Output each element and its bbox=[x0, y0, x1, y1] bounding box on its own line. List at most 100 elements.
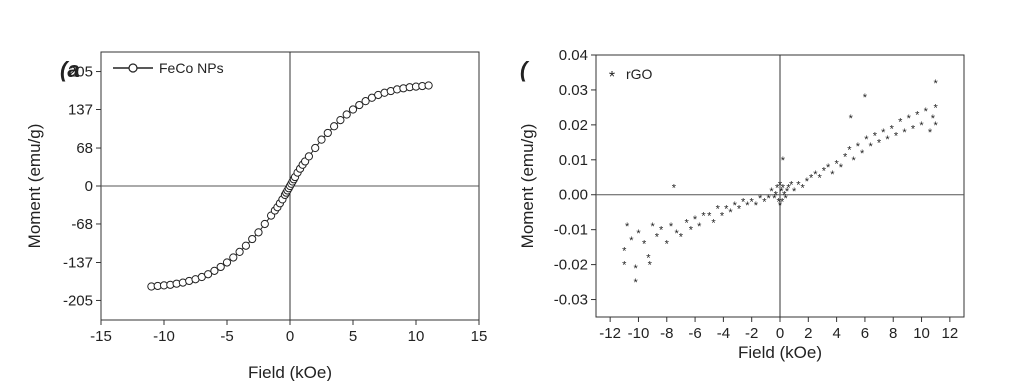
panel-b-data-point: * bbox=[934, 120, 939, 132]
panel-a-x-tick-label: -15 bbox=[90, 328, 112, 345]
panel-b-x-tick-label: -4 bbox=[717, 325, 730, 342]
panel-b-x-tick-label: -8 bbox=[660, 325, 673, 342]
panel-a-y-tick-label: 137 bbox=[68, 102, 93, 119]
panel-b-data-point: * bbox=[774, 190, 779, 202]
panel-a-data-point bbox=[330, 122, 339, 131]
panel-b-data-point: * bbox=[669, 221, 674, 233]
panel-b-data-point: * bbox=[622, 246, 627, 258]
panel-b-x-tick-label: -6 bbox=[688, 325, 701, 342]
panel-a-y-tick-label: 205 bbox=[68, 64, 93, 81]
panel-b-y-tick-label: -0.03 bbox=[554, 292, 588, 309]
panel-b-data-point: * bbox=[672, 183, 677, 195]
panel-b-y-ticks: -0.03 -0.02 -0.01 0.00 0.01 0.02 0.03 0.04 bbox=[554, 47, 596, 309]
panel-b-data-point: * bbox=[860, 148, 865, 160]
panel-a-data-point bbox=[229, 253, 238, 262]
panel-b-data-point: * bbox=[830, 169, 835, 181]
panel-b-data-point: * bbox=[813, 169, 818, 181]
panel-b-legend: * rGO bbox=[609, 66, 653, 86]
panel-a-data-point bbox=[222, 258, 232, 267]
panel-b-data-point: * bbox=[843, 151, 848, 163]
panel-b-x-tick-label: 10 bbox=[913, 325, 930, 342]
panel-b-data-point: * bbox=[817, 172, 822, 184]
panel-b-data-point: * bbox=[625, 221, 630, 233]
panel-b-data-point: * bbox=[655, 232, 660, 244]
panel-b-x-tick-label: -10 bbox=[628, 325, 650, 342]
panel-b-data-point: * bbox=[890, 123, 895, 135]
panel-b-data-point: * bbox=[786, 183, 791, 195]
panel-a-data-point bbox=[304, 152, 313, 161]
panel-b-data-point: * bbox=[851, 155, 856, 167]
panel-a-data-point bbox=[248, 234, 257, 244]
panel-a-data-point bbox=[241, 241, 250, 250]
panel-b-data-point: * bbox=[792, 186, 797, 198]
panel-b-data-point: * bbox=[877, 137, 882, 149]
panel-b-data-point: * bbox=[636, 228, 641, 240]
panel-b-data-point: * bbox=[856, 141, 861, 153]
panel-b-x-axis-title: Field (kOe) bbox=[738, 343, 822, 362]
panel-b-data-point: * bbox=[772, 193, 777, 205]
panel-b-data-point: * bbox=[711, 218, 716, 230]
panel-b-data-point: * bbox=[934, 78, 939, 90]
panel-b-data-point: * bbox=[863, 92, 868, 104]
panel-b-y-tick-label: 0.04 bbox=[559, 47, 588, 64]
panel-a-x-axis-title: Field (kOe) bbox=[248, 363, 332, 381]
panel-a-data-point bbox=[210, 266, 219, 275]
panel-a-data-point bbox=[311, 143, 320, 153]
panel-b-data-point: * bbox=[707, 211, 712, 223]
panel-b-data-point: * bbox=[633, 263, 638, 275]
panel-a-y-ticks: -205 -137 -68 0 68 137 205 bbox=[63, 64, 101, 309]
panel-a-x-tick-label: 10 bbox=[408, 328, 425, 345]
panel-b-x-tick-label: 2 bbox=[804, 325, 812, 342]
panel-b-x-tick-label: 0 bbox=[776, 325, 784, 342]
panel-b-data-point: * bbox=[642, 239, 647, 251]
panel-b-data-point: * bbox=[919, 120, 924, 132]
panel-b-y-tick-label: 0.03 bbox=[559, 82, 588, 99]
panel-a-y-axis-title: Moment (emu/g) bbox=[25, 124, 44, 249]
panel-b-data-point: * bbox=[741, 197, 746, 209]
panel-a-data-point bbox=[204, 270, 213, 279]
panel-a-x-tick-label: 15 bbox=[471, 328, 488, 345]
panel-b-data-point: * bbox=[767, 193, 772, 205]
panel-b-data-point: * bbox=[724, 204, 729, 216]
panel-b-label: ( bbox=[520, 57, 530, 82]
panel-b-x-tick-label: 8 bbox=[889, 325, 897, 342]
panel-a-data-point bbox=[342, 110, 351, 119]
panel-a-data-point bbox=[235, 247, 244, 256]
panel-b-data-point: * bbox=[784, 193, 789, 205]
panel-a-series-fec-nps bbox=[147, 81, 433, 291]
panel-b-data-point: * bbox=[826, 162, 831, 174]
panel-b-data-point: * bbox=[898, 116, 903, 128]
panel-a-fec-nps: (a -15 -10 -5 0 5 10 15 -205 -137 -68 0 68 137 205 F… bbox=[25, 51, 488, 381]
panel-b-data-point: * bbox=[781, 155, 786, 167]
panel-b-data-point: * bbox=[822, 165, 827, 177]
panel-b-x-ticks: -12 -10 -8 -6 -4 -2 0 2 4 6 8 10 12 bbox=[599, 317, 958, 342]
panel-b-data-point: * bbox=[902, 127, 907, 139]
panel-b-y-tick-label: 0.00 bbox=[559, 187, 588, 204]
panel-b-data-point: * bbox=[885, 134, 890, 146]
panel-b-data-point: * bbox=[934, 102, 939, 114]
panel-a-y-tick-label: -205 bbox=[63, 292, 93, 309]
panel-a-data-point bbox=[216, 262, 225, 272]
panel-b-data-point: * bbox=[849, 113, 854, 125]
panel-a-data-point bbox=[424, 81, 433, 90]
panel-b-data-point: * bbox=[675, 228, 680, 240]
panel-b-data-point: * bbox=[754, 200, 759, 212]
panel-b-data-point: * bbox=[780, 197, 785, 209]
panel-b-data-point: * bbox=[839, 162, 844, 174]
panel-b-data-point: * bbox=[693, 214, 698, 226]
panel-b-data-point: * bbox=[778, 179, 783, 191]
panel-b-data-point: * bbox=[750, 197, 755, 209]
panel-b-data-point: * bbox=[650, 221, 655, 233]
panel-a-data-point bbox=[254, 228, 263, 237]
panel-b-data-point: * bbox=[775, 183, 780, 195]
panel-a-data-point bbox=[323, 128, 332, 138]
panel-b-data-point: * bbox=[646, 253, 651, 265]
panel-b-data-point: * bbox=[931, 113, 936, 125]
panel-b-data-point: * bbox=[629, 235, 634, 247]
panel-b-data-point: * bbox=[737, 204, 742, 216]
panel-b-data-point: * bbox=[778, 200, 783, 212]
panel-b-data-point: * bbox=[622, 260, 627, 272]
panel-b-data-point: * bbox=[733, 200, 738, 212]
panel-a-y-tick-label: 0 bbox=[85, 178, 93, 195]
panel-b-legend-label: rGO bbox=[626, 66, 653, 82]
